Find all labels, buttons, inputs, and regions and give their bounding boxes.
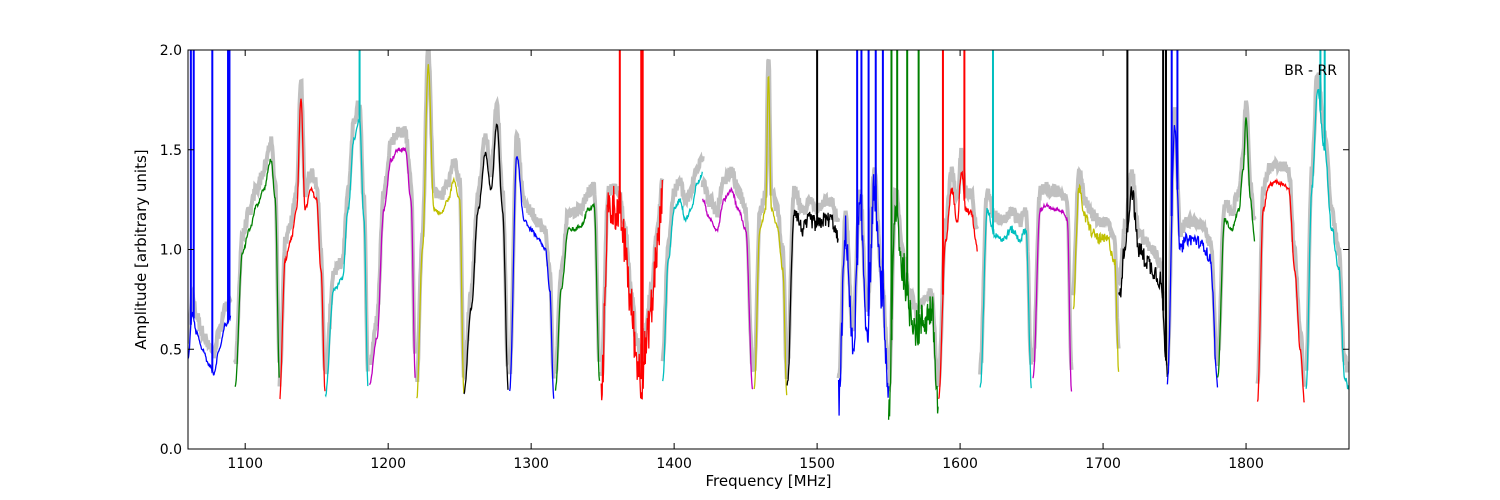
series-line-18	[1032, 201, 1073, 392]
x-tick-label: 1100	[227, 456, 263, 472]
reference-trace-7	[507, 128, 556, 379]
reference-trace-18	[1031, 181, 1074, 371]
x-axis: 1100 1200 1300 1400 1500 1600 1700 1800	[227, 50, 1264, 472]
series-line-9	[600, 179, 663, 401]
reference-trace-11	[700, 166, 755, 373]
reference-trace-16	[936, 147, 980, 388]
y-axis-label: Amplitude [arbitrary units]	[132, 149, 150, 349]
series-line-21	[1166, 125, 1219, 388]
reference-trace-3	[323, 100, 370, 375]
reference-trace-20	[1117, 169, 1170, 355]
chart-annotation: BR - RR	[1284, 63, 1337, 79]
series-line-5	[416, 64, 465, 399]
y-tick-label: 1.5	[160, 143, 182, 159]
x-tick-label: 1500	[799, 456, 835, 472]
series-line-1	[234, 158, 280, 387]
series-line-19	[1072, 183, 1120, 372]
series-line-16	[937, 170, 978, 400]
x-tick-label: 1400	[656, 456, 692, 472]
reference-trace-0	[188, 284, 233, 359]
y-axis: 0.0 0.5 1.0 1.5 2.0	[160, 43, 1349, 458]
reference-trace-8	[554, 181, 602, 375]
reference-trace-1	[233, 136, 282, 365]
series-line-12	[753, 75, 788, 396]
series-line-17	[979, 207, 1032, 389]
series-line-13	[786, 209, 839, 386]
y-tick-label: 0.0	[160, 442, 182, 458]
reference-trace-6	[462, 95, 510, 382]
background-trace-layer	[188, 50, 1349, 393]
series-line-3	[324, 118, 369, 398]
reference-trace-23	[1255, 155, 1307, 388]
x-tick-label: 1300	[513, 456, 549, 472]
series-line-6	[463, 123, 509, 395]
reference-trace-12	[752, 58, 789, 379]
y-tick-label: 0.5	[160, 342, 182, 358]
series-line-2	[279, 98, 326, 400]
reference-trace-13	[785, 185, 841, 376]
x-tick-label: 1600	[942, 456, 978, 472]
series-line-10	[662, 171, 703, 382]
series-line-7	[509, 156, 555, 399]
x-axis-label: Frequency [MHz]	[705, 472, 831, 490]
x-tick-label: 1200	[370, 456, 406, 472]
reference-trace-22	[1215, 100, 1257, 367]
series-line-15	[887, 204, 939, 420]
reference-trace-17	[978, 188, 1034, 375]
series-line-8	[554, 202, 601, 391]
series-line-4	[369, 147, 416, 385]
series-layer	[188, 50, 1349, 420]
series-line-23	[1256, 177, 1305, 403]
series-line-24	[1305, 89, 1349, 390]
y-tick-label: 2.0	[160, 43, 182, 59]
y-tick-label: 1.0	[160, 243, 182, 259]
reference-trace-10	[660, 151, 705, 362]
series-line-14	[837, 174, 890, 416]
reference-trace-19	[1071, 165, 1121, 349]
series-line-22	[1216, 117, 1256, 378]
series-line-0	[188, 311, 232, 376]
reference-trace-21	[1165, 107, 1220, 366]
series-line-11	[702, 186, 754, 390]
x-tick-label: 1800	[1228, 456, 1264, 472]
reference-trace-4	[367, 126, 418, 366]
x-tick-label: 1700	[1085, 456, 1121, 472]
